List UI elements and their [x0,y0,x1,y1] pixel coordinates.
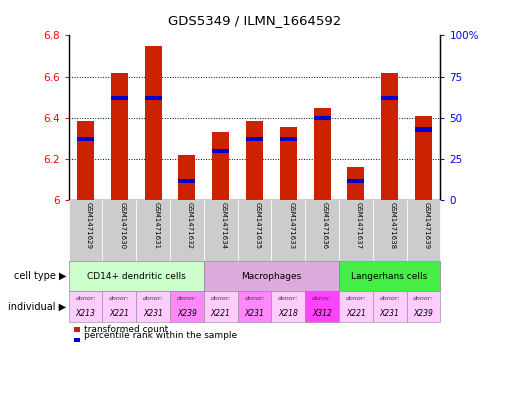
Text: GSM1471631: GSM1471631 [153,202,159,250]
Bar [415,127,432,132]
Text: X213: X213 [76,309,96,318]
Text: X312: X312 [312,309,332,318]
Text: GSM1471634: GSM1471634 [221,202,227,250]
Text: donor:: donor: [312,296,332,301]
Bar [347,178,364,183]
Text: GSM1471629: GSM1471629 [86,202,92,250]
Text: GSM1471630: GSM1471630 [120,202,125,250]
Bar [179,178,195,183]
Bar [314,108,330,200]
Text: percentile rank within the sample: percentile rank within the sample [84,331,237,340]
Bar [381,96,398,100]
Text: donor:: donor: [143,296,163,301]
Text: GSM1471632: GSM1471632 [187,202,193,250]
Bar [246,137,263,141]
Bar [381,72,398,200]
Bar [415,116,432,200]
Text: GSM1471633: GSM1471633 [288,202,294,250]
Text: GDS5349 / ILMN_1664592: GDS5349 / ILMN_1664592 [168,14,341,27]
Text: GSM1471637: GSM1471637 [356,202,362,250]
Text: GSM1471639: GSM1471639 [423,202,430,250]
Text: cell type ▶: cell type ▶ [14,271,66,281]
Text: Langerhans cells: Langerhans cells [352,272,428,281]
Text: GSM1471636: GSM1471636 [322,202,328,250]
Bar [111,96,128,100]
Text: X221: X221 [346,309,366,318]
Bar [280,137,297,141]
Bar [77,121,94,200]
Text: donor:: donor: [379,296,400,301]
Text: donor:: donor: [210,296,231,301]
Bar [77,137,94,141]
Text: X221: X221 [109,309,129,318]
Text: GSM1471638: GSM1471638 [389,202,395,250]
Bar [314,116,330,120]
Text: donor:: donor: [413,296,434,301]
Text: donor:: donor: [278,296,299,301]
Text: transformed count: transformed count [84,325,168,334]
Text: donor:: donor: [244,296,265,301]
Bar [212,149,229,153]
Text: X239: X239 [413,309,433,318]
Text: X231: X231 [380,309,400,318]
Bar [145,96,161,100]
Bar [347,167,364,200]
Text: X218: X218 [278,309,298,318]
Text: donor:: donor: [346,296,366,301]
Text: Macrophages: Macrophages [241,272,301,281]
Text: X231: X231 [244,309,265,318]
Text: donor:: donor: [177,296,197,301]
Text: individual ▶: individual ▶ [8,301,66,312]
Text: donor:: donor: [109,296,130,301]
Bar [145,46,161,200]
Text: GSM1471635: GSM1471635 [254,202,261,250]
Text: X221: X221 [211,309,231,318]
Text: CD14+ dendritic cells: CD14+ dendritic cells [87,272,186,281]
Bar [179,155,195,200]
Bar [212,132,229,200]
Bar [280,127,297,200]
Text: X231: X231 [143,309,163,318]
Text: X239: X239 [177,309,197,318]
Text: donor:: donor: [75,296,96,301]
Bar [111,72,128,200]
Bar [246,121,263,200]
